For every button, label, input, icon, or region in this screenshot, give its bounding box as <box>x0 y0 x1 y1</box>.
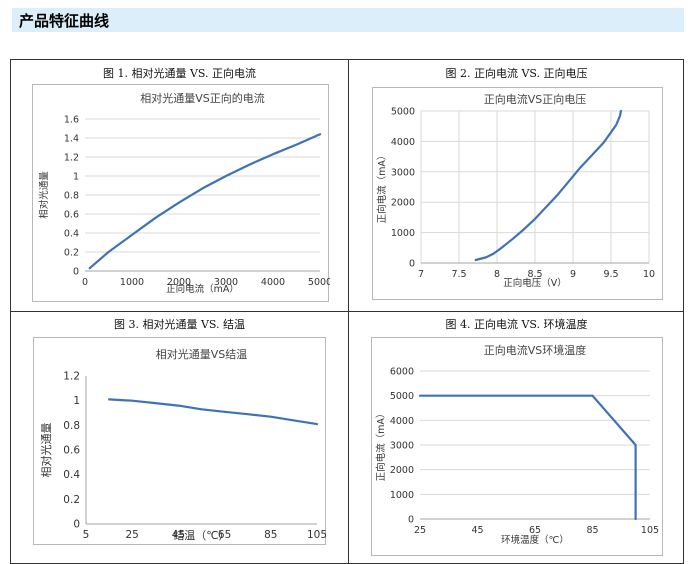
chart-2-box: 0 1000 2000 3000 4000 5000 7 7.5 8 8.5 9 9.5 10 正向电流V… <box>372 87 663 300</box>
y-tick-label: 0.8 <box>64 191 79 202</box>
y-tick-label: 1000 <box>391 228 415 239</box>
x-tick-label: 5000 <box>308 277 330 288</box>
x-tick-label: 9 <box>570 269 576 280</box>
y-tick-label: 1.4 <box>64 134 79 145</box>
y-tick-label: 1.2 <box>63 371 80 383</box>
y-tick-label: 5000 <box>390 391 414 402</box>
x-tick-label: 0 <box>82 277 88 288</box>
x-tick-label: 7 <box>418 269 424 280</box>
x-tick-label: 8.5 <box>527 269 542 280</box>
x-axis-label: 正向电流（mA） <box>166 283 239 295</box>
y-axis-label: 相对光通量 <box>39 423 53 478</box>
chart-3: 0 0.2 0.4 0.6 0.8 1 1.2 5 25 45 65 85 105 相对光通量VS结温结温… <box>39 347 327 542</box>
cell-3: 图 3. 相对光通量 VS. 结温 0 0.2 0.4 0.6 0.8 1 1.2 5 25 45… <box>11 312 348 564</box>
x-axis-label: 环境温度（℃） <box>501 534 569 546</box>
x-tick-label: 4000 <box>261 277 285 288</box>
section-title: 产品特征曲线 <box>19 12 110 30</box>
grid-divider-horizontal <box>11 311 683 312</box>
y-axis-label: 相对光通量 <box>38 171 50 219</box>
figure-1-caption: 图 1. 相对光通量 VS. 正向电流 <box>102 67 257 80</box>
figure-2-caption: 图 2. 正向电流 VS. 正向电压 <box>445 67 588 80</box>
y-axis-label: 正向电流（mA） <box>376 151 388 224</box>
cell-4: 图 4. 正向电流 VS. 环境温度 0 1000 2000 3000 4000 5000… <box>349 312 684 564</box>
y-tick-label: 0 <box>73 267 79 278</box>
cell-2: 图 2. 正向电流 VS. 正向电压 0 1000 2000 3000 4000 5000… <box>349 60 684 311</box>
x-tick-label: 65 <box>529 525 541 536</box>
chart-4-box: 0 1000 2000 3000 4000 5000 6000 25 45 65 85 105 正向电流… <box>371 337 663 556</box>
y-tick-label: 6000 <box>390 367 414 378</box>
x-tick-label: 85 <box>586 525 598 536</box>
x-tick-label: 1000 <box>120 277 144 288</box>
y-tick-label: 0.6 <box>63 445 80 457</box>
section-header: 产品特征曲线 <box>12 8 684 32</box>
figure-4-caption: 图 4. 正向电流 VS. 环境温度 <box>445 318 588 331</box>
x-tick-label: 8 <box>494 269 500 280</box>
x-tick-label: 45 <box>172 529 185 541</box>
x-tick-label: 3000 <box>214 277 238 288</box>
chart-1: 0 0.2 0.4 0.6 0.8 1 1.2 1.4 1.6 0 1000 2000 3000 4000… <box>38 91 332 295</box>
y-tick-label: 2000 <box>390 465 414 476</box>
x-tick-label: 85 <box>264 529 277 541</box>
y-tick-label: 0.2 <box>63 494 80 506</box>
y-tick-label: 1.6 <box>64 115 79 126</box>
x-axis-label: 正向电压（V） <box>503 277 567 289</box>
y-tick-label: 0.6 <box>64 210 79 221</box>
y-tick-label: 0.8 <box>63 420 80 432</box>
chart-3-box: 0 0.2 0.4 0.6 0.8 1 1.2 5 25 45 65 85 105 相对光通量VS结温 结温… <box>33 337 327 545</box>
series-line <box>107 398 319 426</box>
y-tick-label: 4000 <box>390 416 414 427</box>
figure-3-caption: 图 3. 相对光通量 VS. 结温 <box>113 318 246 331</box>
x-tick-label: 25 <box>414 525 426 536</box>
y-tick-label: 2000 <box>391 198 415 209</box>
y-tick-label: 0.4 <box>63 469 80 481</box>
x-tick-label: 5 <box>83 529 90 541</box>
series-line <box>88 133 322 270</box>
y-tick-label: 1000 <box>390 490 414 501</box>
y-tick-label: 5000 <box>391 107 415 118</box>
y-tick-label: 1.2 <box>64 153 79 164</box>
x-tick-label: 105 <box>307 529 327 541</box>
y-tick-label: 0 <box>408 515 414 526</box>
y-tick-label: 0 <box>73 519 80 531</box>
chart-title: 相对光通量VS结温 <box>156 347 248 361</box>
cell-1: 图 1. 相对光通量 VS. 正向电流 0 0.2 0.4 0.6 0.8 1 1.2 1.4… <box>11 60 348 311</box>
series-line <box>418 394 637 521</box>
y-tick-label: 4000 <box>391 137 415 148</box>
y-tick-label: 3000 <box>390 441 414 452</box>
y-tick-label: 3000 <box>391 167 415 178</box>
chart-1-box: 0 0.2 0.4 0.6 0.8 1 1.2 1.4 1.6 0 1000 2000 3000 4000… <box>32 84 332 302</box>
chart-title: 正向电流VS正向电压 <box>484 92 587 106</box>
y-axis-label: 正向电流（mA） <box>375 409 387 482</box>
chart-4: 0 1000 2000 3000 4000 5000 6000 25 45 65 85 105 正向电流… <box>375 343 659 546</box>
x-tick-label: 7.5 <box>451 269 466 280</box>
x-tick-label: 45 <box>471 525 483 536</box>
y-tick-label: 1 <box>73 172 79 183</box>
x-tick-label: 105 <box>641 525 659 536</box>
x-tick-label: 65 <box>218 529 231 541</box>
chart-2: 0 1000 2000 3000 4000 5000 7 7.5 8 8.5 9 9.5 10 正向电流V… <box>376 92 655 289</box>
x-tick-label: 25 <box>126 529 139 541</box>
x-tick-label: 10 <box>643 269 655 280</box>
x-tick-label: 2000 <box>167 277 191 288</box>
y-tick-label: 0 <box>409 259 415 270</box>
y-tick-label: 0.4 <box>64 229 79 240</box>
x-axis-label: 结温（℃） <box>173 529 229 542</box>
chart-title: 相对光通量VS正向的电流 <box>140 91 265 105</box>
x-tick-label: 9.5 <box>603 269 618 280</box>
y-tick-label: 0.2 <box>64 248 79 259</box>
chart-grid: 图 1. 相对光通量 VS. 正向电流 0 0.2 0.4 0.6 0.8 1 1.2 1.4… <box>10 59 684 564</box>
chart-title: 正向电流VS环境温度 <box>484 343 587 357</box>
series-line <box>474 109 622 262</box>
y-tick-label: 1 <box>73 395 80 407</box>
